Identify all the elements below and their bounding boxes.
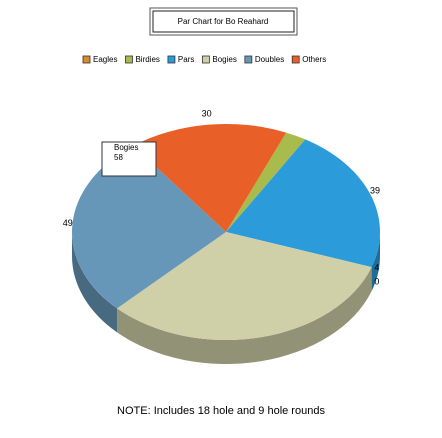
- data-label: 4: [374, 262, 379, 272]
- legend-swatch: [244, 55, 253, 64]
- pie-side: [371, 232, 380, 292]
- legend-label: Others: [302, 55, 326, 64]
- legend-swatch: [291, 55, 300, 64]
- tooltip: Bogies 58: [101, 141, 157, 177]
- data-label: 0: [374, 276, 379, 286]
- legend-label: Bogies: [212, 55, 236, 64]
- legend-swatch: [201, 55, 210, 64]
- pie: 0 4 39 49 30: [63, 108, 380, 365]
- tooltip-category: Bogies: [114, 143, 138, 152]
- data-label: 39: [370, 186, 380, 196]
- pie-slice: [71, 145, 227, 309]
- title-box-inner: [152, 10, 295, 33]
- legend-label: Doubles: [255, 55, 284, 64]
- legend-label: Pars: [178, 55, 194, 64]
- tooltip-value: 58: [114, 153, 123, 162]
- pie-slice: [133, 124, 287, 232]
- legend-swatch: [125, 55, 133, 64]
- data-label: 49: [63, 218, 73, 228]
- legend-swatch: [82, 55, 91, 64]
- pie-slice: [226, 132, 306, 232]
- legend-swatch: [167, 55, 176, 64]
- chart-title: Par Chart for Bo Reahard: [178, 17, 269, 26]
- note: NOTE: Includes 18 hole and 9 hole rounds: [117, 405, 325, 417]
- tooltip-box: [101, 141, 157, 177]
- legend: Eagles Birdies Pars Bogies Doubles Others: [82, 55, 326, 64]
- pie-slice: [226, 139, 380, 268]
- pie-slice: [117, 232, 372, 340]
- pie-side: [117, 267, 372, 365]
- pie-side: [72, 232, 118, 333]
- legend-label: Birdies: [135, 55, 159, 64]
- data-label: 30: [202, 108, 212, 118]
- legend-label: Eagles: [93, 55, 117, 64]
